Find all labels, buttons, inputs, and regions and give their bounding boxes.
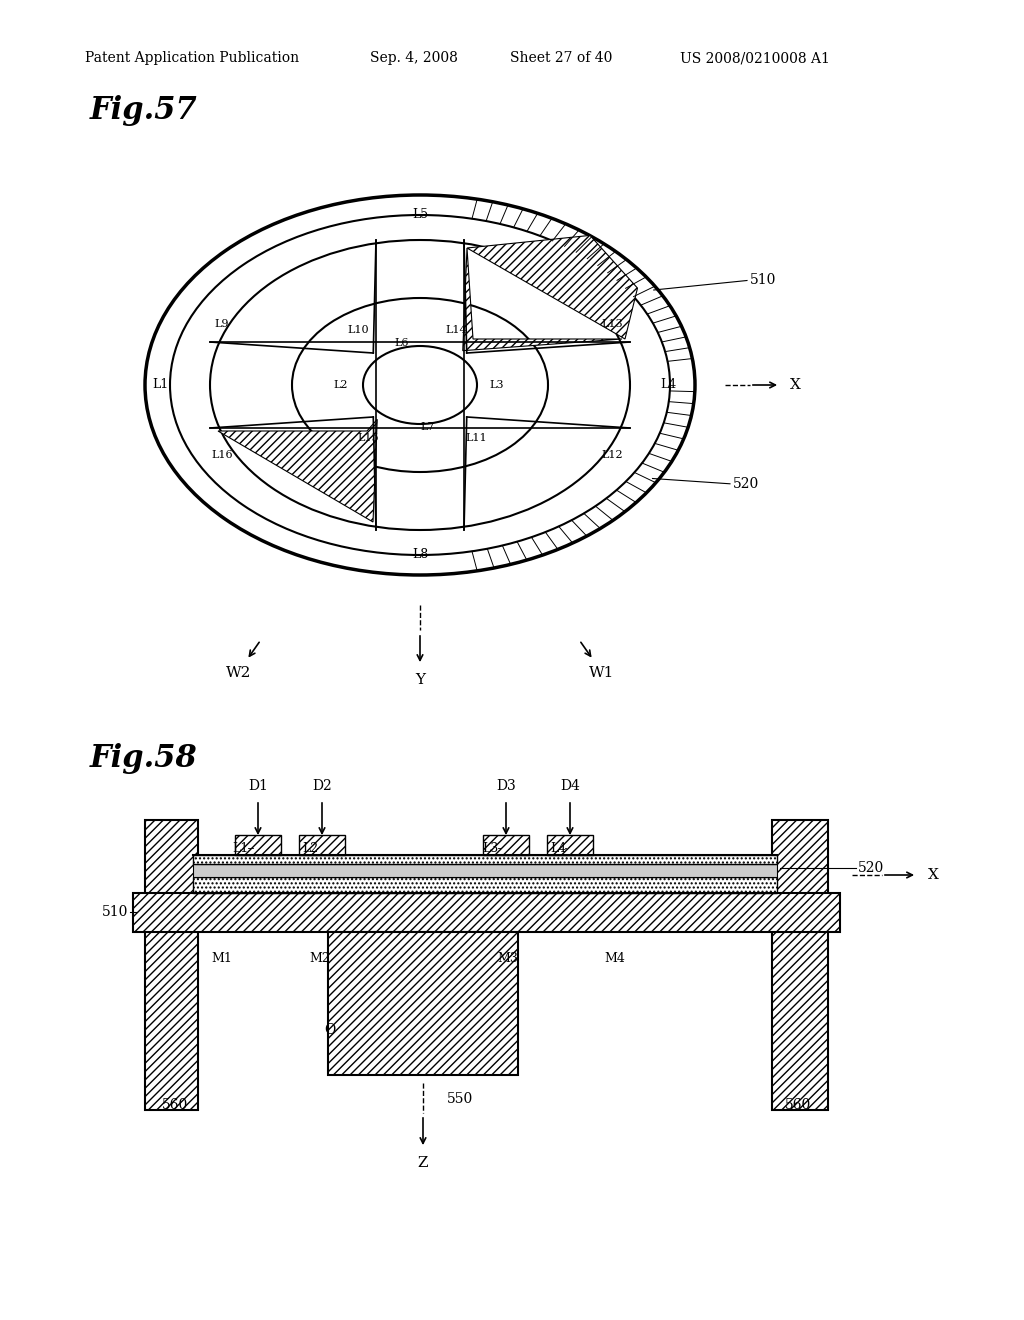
Text: W2: W2 (226, 667, 252, 680)
Text: L15: L15 (357, 433, 379, 444)
Text: L11: L11 (465, 433, 486, 444)
Text: 550: 550 (446, 1092, 473, 1106)
Polygon shape (547, 836, 593, 855)
Text: O: O (325, 1023, 336, 1038)
Text: Y: Y (415, 673, 425, 686)
Polygon shape (772, 820, 828, 1110)
Text: L4: L4 (550, 842, 566, 854)
Polygon shape (145, 820, 198, 1110)
Text: L1: L1 (231, 842, 248, 854)
Text: D4: D4 (560, 779, 580, 793)
Text: L9: L9 (215, 319, 229, 329)
Polygon shape (467, 235, 638, 339)
Text: Fig.57: Fig.57 (90, 95, 198, 125)
Text: 520: 520 (858, 861, 885, 875)
Text: D1: D1 (248, 779, 268, 793)
Text: L3: L3 (489, 380, 504, 389)
Text: L10: L10 (347, 325, 369, 335)
Text: L7: L7 (421, 422, 435, 432)
Text: L1: L1 (152, 379, 168, 392)
Text: X: X (790, 378, 801, 392)
Text: Fig.58: Fig.58 (90, 742, 198, 774)
Polygon shape (463, 248, 622, 351)
Text: 510: 510 (750, 273, 776, 288)
Text: M2: M2 (309, 952, 331, 965)
Polygon shape (133, 894, 840, 932)
Text: Sep. 4, 2008: Sep. 4, 2008 (370, 51, 458, 65)
Text: M1: M1 (212, 952, 232, 965)
Text: L2: L2 (302, 842, 318, 854)
Text: L6: L6 (394, 338, 410, 347)
Text: M4: M4 (604, 952, 626, 965)
Text: D2: D2 (312, 779, 332, 793)
Text: L8: L8 (412, 549, 428, 561)
Text: L4: L4 (659, 379, 676, 392)
Polygon shape (193, 855, 777, 865)
Text: L14: L14 (445, 325, 467, 335)
Text: D3: D3 (496, 779, 516, 793)
Text: US 2008/0210008 A1: US 2008/0210008 A1 (680, 51, 829, 65)
Text: Z: Z (418, 1156, 428, 1170)
Text: Patent Application Publication: Patent Application Publication (85, 51, 299, 65)
Text: M3: M3 (498, 952, 518, 965)
Text: Sheet 27 of 40: Sheet 27 of 40 (510, 51, 612, 65)
Polygon shape (218, 420, 377, 521)
Text: L5: L5 (412, 209, 428, 222)
Polygon shape (328, 932, 518, 1074)
Text: W1: W1 (589, 667, 614, 680)
Text: 560: 560 (162, 1098, 188, 1111)
Text: 520: 520 (733, 477, 759, 491)
Text: L3: L3 (482, 842, 498, 854)
Polygon shape (234, 836, 281, 855)
Text: L12: L12 (601, 450, 623, 459)
Text: L13: L13 (601, 319, 623, 329)
Text: 560: 560 (784, 1098, 811, 1111)
Polygon shape (193, 865, 777, 876)
Polygon shape (483, 836, 529, 855)
Polygon shape (193, 876, 777, 894)
Text: L16: L16 (211, 450, 232, 459)
Text: L2: L2 (334, 380, 348, 389)
Polygon shape (299, 836, 345, 855)
Text: 510: 510 (101, 906, 128, 919)
Text: X: X (928, 869, 939, 882)
Ellipse shape (362, 346, 477, 424)
